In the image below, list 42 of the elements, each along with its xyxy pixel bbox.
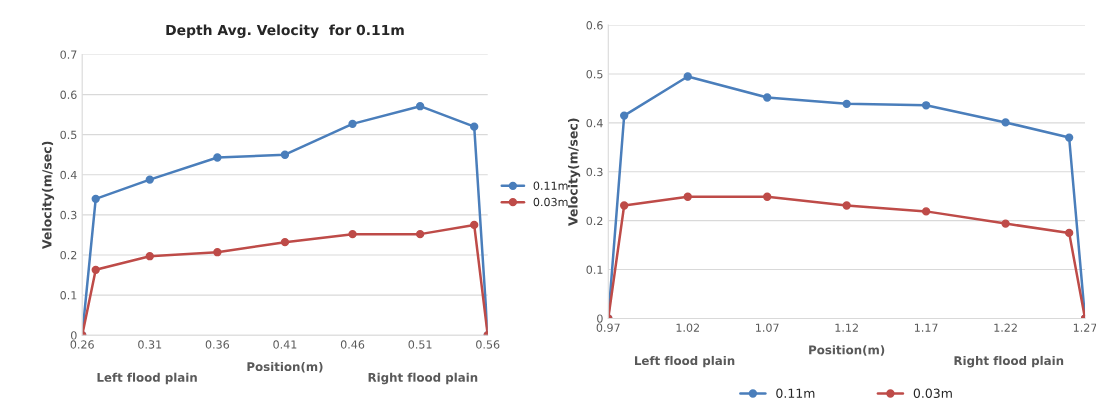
x-tick-label: 0.56 xyxy=(476,340,500,349)
text: Left flood plain xyxy=(635,355,735,368)
y-axis-title: Velocity(m/sec) xyxy=(41,141,55,250)
x-tick-label: 0.31 xyxy=(138,340,162,349)
x-tick-label: 1.07 xyxy=(756,323,779,332)
legend-label: 0.03m xyxy=(913,388,952,399)
y-tick-label: 0.1 xyxy=(586,265,603,274)
text: Right flood plain xyxy=(954,355,1064,368)
y-axis-title: Velocity(m/sec) xyxy=(568,118,581,226)
x-tick-label: 0.26 xyxy=(70,340,94,349)
y-tick-label: 0 xyxy=(71,331,77,340)
x-tick-label: 0.97 xyxy=(596,323,620,332)
y-tick-label: 0.3 xyxy=(586,167,603,177)
x-tick-label: 0.46 xyxy=(340,340,365,349)
x-tick-label: 0.36 xyxy=(205,340,230,349)
x-tick-label: 1.22 xyxy=(994,323,1017,332)
y-tick-label: 0.7 xyxy=(60,50,77,59)
y-tick-label: 0.6 xyxy=(60,90,77,99)
y-tick-label: 0.4 xyxy=(586,118,603,128)
legend-label: 0.03m xyxy=(533,197,568,207)
x-tick-label: 1.17 xyxy=(914,323,938,332)
y-tick-label: 0 xyxy=(597,314,603,323)
y-tick-label: 0.1 xyxy=(60,291,77,300)
x-tick-label: 0.51 xyxy=(408,340,432,349)
y-tick-label: 0.5 xyxy=(60,130,77,140)
y-tick-label: 0.2 xyxy=(586,216,603,226)
chart-title: Depth Avg. Velocity for 0.11m xyxy=(166,24,404,39)
y-tick-label: 0.5 xyxy=(586,70,603,79)
legend-label: 0.11m xyxy=(533,181,568,190)
text: Left flood plain xyxy=(97,372,197,385)
x-tick-label: 1.02 xyxy=(676,323,699,332)
y-tick-label: 0.3 xyxy=(60,210,77,220)
x-tick-label: 1.27 xyxy=(1073,323,1096,332)
x-tick-label: 0.41 xyxy=(273,340,297,349)
y-tick-label: 0.6 xyxy=(586,21,603,30)
y-tick-label: 0.2 xyxy=(60,250,77,260)
y-tick-label: 0.4 xyxy=(60,170,77,180)
x-tick-label: 1.12 xyxy=(835,323,858,332)
legend-label: 0.11m xyxy=(776,388,815,399)
text: Right flood plain xyxy=(368,372,478,385)
x-axis-title: Position(m) xyxy=(247,361,323,373)
x-axis-title: Position(m) xyxy=(809,345,885,356)
